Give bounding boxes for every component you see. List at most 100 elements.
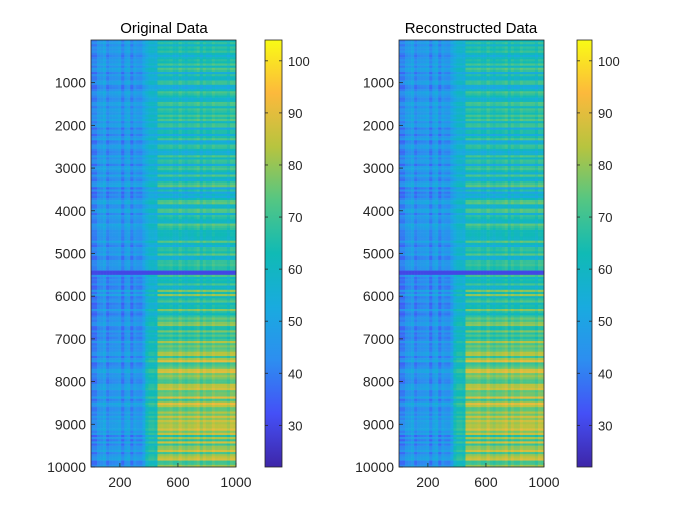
heatmap-cell (223, 170, 228, 173)
heatmap-cell (214, 57, 219, 60)
heatmap-cell (118, 125, 122, 128)
heatmap-cell (208, 61, 213, 64)
heatmap-cell (163, 97, 167, 101)
heatmap-cell (139, 91, 143, 94)
heatmap-cell (187, 180, 191, 184)
heatmap-cell (124, 93, 128, 96)
heatmap-cell (223, 125, 228, 128)
heatmap-cell (202, 251, 207, 254)
heatmap-cell (190, 127, 195, 130)
heatmap-cell (103, 255, 107, 259)
heatmap-cell (205, 189, 210, 192)
heatmap-cell (97, 223, 101, 227)
heatmap-cell (178, 185, 182, 188)
heatmap-cell (223, 112, 228, 116)
heatmap-cell (202, 69, 207, 73)
heatmap-cell (151, 146, 155, 150)
heatmap-cell (202, 244, 207, 248)
heatmap-cell (136, 232, 140, 235)
heatmap-cell (190, 89, 195, 92)
heatmap-cell (130, 40, 134, 43)
heatmap-cell (154, 210, 158, 214)
heatmap-cell (226, 57, 231, 60)
heatmap-cell (181, 255, 185, 259)
heatmap-cell (100, 99, 104, 103)
heatmap-cell (187, 136, 191, 139)
heatmap-cell (178, 63, 182, 66)
heatmap-cell (121, 174, 125, 177)
heatmap-cell (121, 163, 125, 167)
heatmap-cell (94, 234, 98, 237)
heatmap-cell (178, 108, 182, 111)
heatmap-cell (193, 232, 198, 235)
heatmap-cell (148, 259, 152, 263)
heatmap-cell (91, 106, 95, 109)
heatmap-cell (124, 193, 128, 197)
heatmap-cell (163, 101, 167, 105)
heatmap-cell (208, 185, 213, 188)
heatmap-cell (136, 191, 140, 195)
heatmap-cell (166, 234, 170, 237)
heatmap-cell (100, 133, 104, 137)
heatmap-cell (157, 84, 161, 88)
heatmap-cell (169, 54, 173, 58)
heatmap-cell (160, 238, 164, 241)
heatmap-cell (175, 183, 179, 186)
heatmap-cell (97, 210, 101, 214)
heatmap-cell (172, 110, 176, 113)
heatmap-cell (193, 99, 198, 103)
heatmap-cell (193, 151, 198, 154)
heatmap-cell (142, 210, 146, 214)
heatmap-cell (223, 118, 228, 122)
heatmap-cell (100, 142, 104, 145)
heatmap-cell (103, 195, 107, 199)
heatmap-cell (175, 172, 179, 175)
heatmap-cell (205, 259, 210, 263)
heatmap-cell (154, 212, 158, 216)
heatmap-cell (94, 101, 98, 105)
heatmap-cell (148, 72, 152, 75)
heatmap-cell (187, 227, 191, 231)
heatmap-cell (166, 242, 170, 246)
heatmap-cell (229, 59, 234, 62)
heatmap-cell (103, 189, 107, 192)
heatmap-cell (199, 172, 204, 175)
heatmap-cell (148, 219, 152, 222)
heatmap-cell (223, 195, 228, 199)
heatmap-cell (211, 230, 216, 233)
heatmap-cell (196, 114, 201, 118)
heatmap-cell (196, 136, 201, 139)
heatmap-cell (151, 217, 155, 220)
heatmap-cell (181, 189, 185, 192)
heatmap-cell (169, 206, 173, 209)
heatmap-cell (178, 157, 182, 160)
heatmap-cell (184, 202, 188, 205)
heatmap-cell (184, 159, 188, 162)
heatmap-cell (94, 183, 98, 186)
heatmap-cell (121, 161, 125, 165)
heatmap-cell (151, 121, 155, 124)
heatmap-cell (148, 131, 152, 135)
heatmap-cell (145, 118, 149, 122)
heatmap-cell (160, 59, 164, 62)
heatmap-cell (229, 42, 234, 45)
heatmap-cell (190, 244, 195, 248)
heatmap-cell (163, 255, 167, 259)
heatmap-cell (211, 69, 216, 73)
heatmap-cell (142, 97, 146, 101)
heatmap-cell (190, 206, 195, 209)
heatmap-cell (184, 44, 188, 47)
heatmap-cell (148, 249, 152, 252)
heatmap-cell (214, 116, 219, 120)
heatmap-cell (91, 238, 95, 241)
heatmap-cell (205, 40, 210, 43)
heatmap-cell (163, 63, 167, 66)
heatmap-cell (187, 80, 191, 83)
heatmap-cell (97, 230, 101, 233)
heatmap-cell (211, 197, 216, 201)
heatmap-cell (91, 140, 95, 143)
heatmap-cell (184, 54, 188, 58)
heatmap-cell (97, 151, 101, 154)
heatmap-cell (214, 142, 219, 145)
heatmap-cell (94, 219, 98, 222)
